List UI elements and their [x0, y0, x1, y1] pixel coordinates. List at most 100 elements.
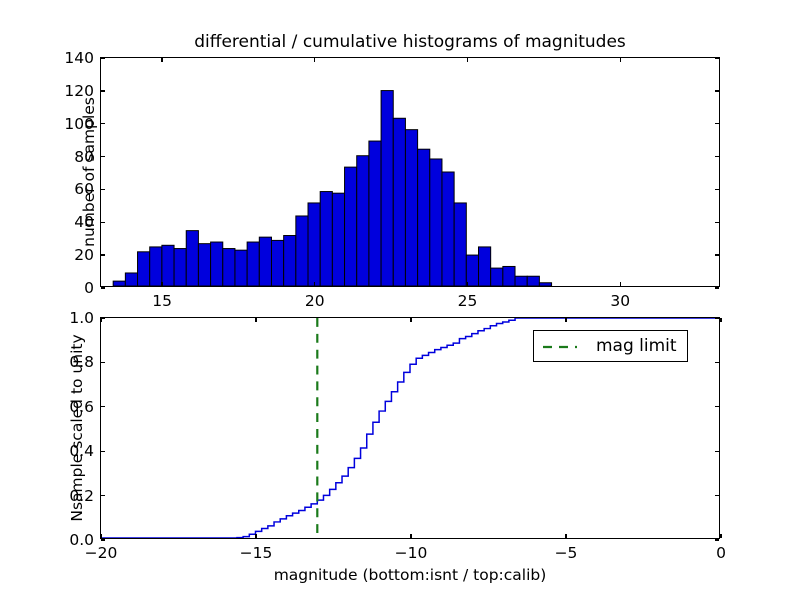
figure-canvas: differential / cumulative histograms of …: [0, 0, 800, 600]
top-y-tickmark: [101, 222, 105, 223]
mag-limit-legend-label: mag limit: [596, 336, 677, 356]
histogram-bar: [503, 266, 515, 286]
histogram-bar: [478, 247, 490, 286]
top-y-tickmark: [715, 90, 719, 91]
top-y-tick-label: 60: [74, 180, 94, 198]
histogram-bar: [186, 231, 198, 286]
bottom-x-tickmark: [565, 318, 566, 322]
bottom-y-tick-label: 0.2: [69, 487, 94, 505]
top-y-tickmark: [101, 123, 105, 124]
top-x-tick-label: 20: [305, 292, 325, 310]
histogram-bar: [539, 283, 551, 286]
top-x-tickmark: [467, 282, 468, 286]
bottom-y-tickmark: [101, 495, 105, 496]
top-y-tickmark: [101, 189, 105, 190]
histogram-bar: [369, 141, 381, 286]
top-x-tick-label: 25: [458, 292, 478, 310]
top-y-tick-label: 140: [64, 49, 94, 67]
top-x-tickmark: [467, 58, 468, 62]
histogram-bar: [162, 245, 174, 286]
top-x-tick-label: 30: [610, 292, 630, 310]
histogram-bar: [381, 91, 393, 286]
top-y-tickmark: [101, 90, 105, 91]
histogram-bar: [515, 276, 527, 286]
bottom-y-tickmark: [101, 539, 105, 540]
bottom-cumulative-axes: Nsample scaled to unity mag limit 0.00.2…: [100, 317, 720, 539]
top-y-tick-label: 40: [74, 213, 94, 231]
top-y-tickmark: [101, 57, 105, 58]
bottom-y-tickmark: [715, 362, 719, 363]
top-y-tick-label: 80: [74, 148, 94, 166]
histogram-bar: [113, 281, 125, 286]
bottom-x-tick-label: −5: [555, 544, 578, 562]
top-y-tick-label: 20: [74, 246, 94, 264]
top-y-tickmark: [101, 287, 105, 288]
histogram-bar: [345, 167, 357, 286]
top-y-tickmark: [715, 222, 719, 223]
histogram-bar: [466, 255, 478, 286]
top-histogram-axes: number of samples 0204060801001201401520…: [100, 57, 720, 287]
histogram-bar: [235, 250, 247, 286]
histogram-bar: [357, 156, 369, 286]
histogram-bar: [284, 236, 296, 286]
bottom-x-tickmark: [720, 534, 721, 538]
bottom-x-tickmark: [410, 318, 411, 322]
histogram-bar: [308, 203, 320, 286]
histogram-bar: [223, 249, 235, 286]
top-y-tick-label: 120: [64, 82, 94, 100]
histogram-bar: [211, 242, 223, 286]
bottom-y-tickmark: [101, 451, 105, 452]
mag-limit-legend-swatch: [542, 339, 578, 353]
histogram-bar: [150, 247, 162, 286]
bottom-y-tickmark: [101, 406, 105, 407]
top-y-tickmark: [715, 287, 719, 288]
top-x-tickmark: [620, 282, 621, 286]
top-histogram-plot: [101, 58, 719, 286]
histogram-bar: [393, 118, 405, 286]
histogram-bar: [527, 276, 539, 286]
top-y-tickmark: [101, 156, 105, 157]
bottom-x-tickmark: [255, 534, 256, 538]
bottom-x-tickmark: [410, 534, 411, 538]
histogram-bar: [491, 268, 503, 286]
histogram-bar: [418, 149, 430, 286]
top-y-tickmark: [715, 156, 719, 157]
top-x-tickmark: [314, 58, 315, 62]
histogram-bar: [271, 240, 283, 286]
bottom-x-tickmark: [720, 318, 721, 322]
bottom-y-tickmark: [715, 539, 719, 540]
top-y-tickmark: [715, 189, 719, 190]
bottom-y-tickmark: [715, 317, 719, 318]
bottom-y-tick-label: 1.0: [69, 309, 94, 327]
top-y-tick-label: 100: [64, 115, 94, 133]
bottom-x-tickmark: [255, 318, 256, 322]
bottom-y-tick-label: 0.6: [69, 398, 94, 416]
top-x-tickmark: [161, 58, 162, 62]
top-y-tickmark: [715, 123, 719, 124]
bottom-y-tickmark: [715, 451, 719, 452]
histogram-bar: [332, 193, 344, 286]
histogram-bar: [296, 216, 308, 286]
histogram-bar: [320, 192, 332, 286]
bottom-y-tick-label: 0.4: [69, 442, 94, 460]
histogram-bar: [405, 130, 417, 286]
histogram-bar: [430, 159, 442, 286]
top-x-tickmark: [620, 58, 621, 62]
x-axis-label: magnitude (bottom:isnt / top:calib): [100, 566, 720, 584]
histogram-bar: [259, 237, 271, 286]
top-y-tick-label: 0: [84, 279, 94, 297]
histogram-bar: [125, 273, 137, 286]
legend-box: mag limit: [533, 330, 688, 362]
bottom-y-tickmark: [715, 406, 719, 407]
histogram-bar: [198, 244, 210, 286]
histogram-bar: [442, 172, 454, 286]
bottom-x-tickmark: [565, 534, 566, 538]
top-y-tickmark: [101, 254, 105, 255]
histogram-bar: [247, 242, 259, 286]
histogram-bar: [454, 203, 466, 286]
top-x-tick-label: 15: [152, 292, 172, 310]
histogram-bar: [174, 249, 186, 286]
bottom-x-tick-label: −10: [395, 544, 428, 562]
dashed-line-icon: [542, 340, 578, 354]
bottom-x-tick-label: −15: [240, 544, 273, 562]
